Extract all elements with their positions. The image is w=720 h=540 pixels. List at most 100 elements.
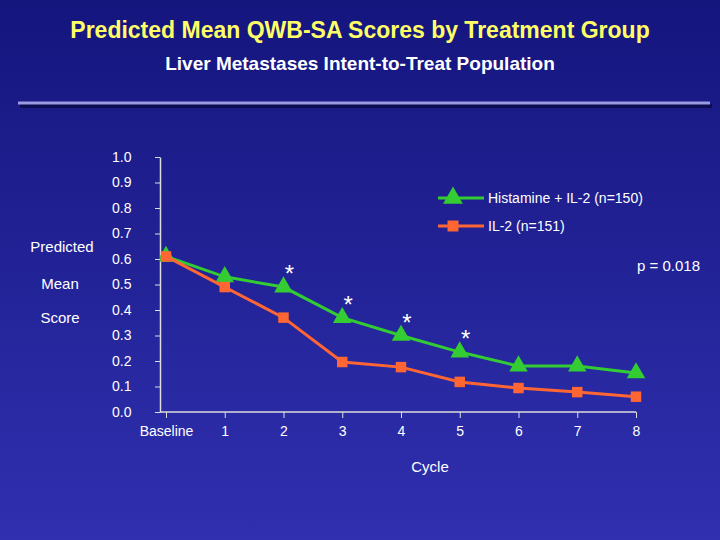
y-tick-label: 0.0 (112, 404, 132, 420)
series-marker (161, 251, 171, 261)
y-tick-label: 0.8 (112, 200, 132, 216)
y-axis-title: Score (40, 309, 79, 326)
background (0, 0, 720, 540)
series-marker (509, 355, 528, 371)
x-tick-label: 5 (456, 423, 464, 439)
x-tick: 2 (280, 412, 288, 439)
x-tick: 5 (456, 412, 464, 439)
x-tick-mark (460, 412, 461, 418)
y-tick: 1.0 (112, 149, 160, 165)
y-tick-mark (155, 336, 160, 337)
series-marker (513, 383, 523, 393)
y-tick: 0.6 (112, 251, 160, 267)
x-tick-mark (401, 412, 402, 418)
x-tick-label: 8 (633, 423, 641, 439)
x-tick-label: 1 (221, 423, 229, 439)
legend-marker (448, 221, 459, 232)
y-tick-label: 0.4 (112, 302, 132, 318)
y-tick-mark (155, 208, 160, 209)
p-value: p = 0.018 (637, 257, 700, 274)
y-tick-label: 0.7 (112, 225, 132, 241)
series-marker (455, 377, 465, 387)
legend-marker (443, 187, 463, 204)
series-marker (568, 355, 587, 371)
y-axis-title: Predicted (30, 238, 93, 255)
series-line (166, 256, 636, 373)
x-tick: 8 (633, 412, 641, 439)
x-tick-mark (577, 412, 578, 418)
chart: Predicted Mean QWB-SA Scores by Treatmen… (0, 0, 720, 540)
y-tick-label: 0.3 (112, 327, 132, 343)
x-tick-label: 2 (280, 423, 288, 439)
significance-marker: * (402, 309, 411, 336)
y-tick: 0.0 (112, 404, 160, 420)
y-tick-label: 0.2 (112, 353, 132, 369)
x-axis-title: Cycle (411, 458, 449, 475)
title: Predicted Mean QWB-SA Scores by Treatmen… (70, 17, 649, 43)
y-tick-mark (155, 157, 160, 158)
x-tick: 1 (221, 412, 229, 439)
x-axis: Baseline 1 2 3 4 5 6 7 8 (140, 412, 641, 439)
series-marker (627, 362, 646, 378)
x-axis-line (160, 411, 636, 413)
series-line (166, 256, 636, 396)
y-tick-mark (155, 259, 160, 260)
legend-item: Histamine + IL-2 (n=150) (438, 187, 643, 206)
y-tick: 0.2 (112, 353, 160, 369)
series-marker (572, 387, 582, 397)
y-tick-mark (155, 183, 160, 184)
y-tick-label: 0.1 (112, 378, 132, 394)
y-tick: 0.9 (112, 174, 160, 190)
x-tick: 3 (339, 412, 347, 439)
x-tick: 4 (398, 412, 406, 439)
y-tick: 0.8 (112, 200, 160, 216)
series-marker (215, 266, 234, 282)
x-tick-label: 3 (339, 423, 347, 439)
y-tick-mark (155, 387, 160, 388)
legend-label: IL-2 (n=151) (488, 218, 565, 234)
series (160, 246, 645, 379)
series-marker (220, 282, 230, 292)
x-tick-mark (636, 412, 637, 418)
x-tick: Baseline (140, 412, 194, 439)
y-tick-mark (155, 310, 160, 311)
series-marker (631, 391, 641, 401)
title-rule (18, 102, 710, 105)
y-tick: 0.1 (112, 378, 160, 394)
y-tick-label: 1.0 (112, 149, 132, 165)
y-tick-mark (155, 361, 160, 362)
x-tick-label: 4 (398, 423, 406, 439)
x-tick-mark (225, 412, 226, 418)
x-tick-mark (284, 412, 285, 418)
significance-marker: * (344, 291, 353, 318)
y-tick-label: 0.5 (112, 276, 132, 292)
significance-marker: * (285, 260, 294, 287)
y-tick-mark (155, 412, 160, 413)
y-tick: 0.5 (112, 276, 160, 292)
y-tick: 0.3 (112, 327, 160, 343)
x-tick: 7 (574, 412, 582, 439)
y-tick-mark (155, 234, 160, 235)
legend-line (438, 197, 484, 200)
legend: Histamine + IL-2 (n=150) IL-2 (n=151) (438, 187, 643, 234)
title-rule-shadow (20, 104, 712, 108)
x-tick-mark (166, 412, 167, 418)
x-tick-mark (519, 412, 520, 418)
y-tick-mark (155, 285, 160, 286)
y-tick: 0.4 (112, 302, 160, 318)
legend-label: Histamine + IL-2 (n=150) (488, 190, 643, 206)
y-tick-label: 0.9 (112, 174, 132, 190)
x-tick-label: 7 (574, 423, 582, 439)
y-axis-title: Mean (41, 275, 79, 292)
x-tick: 6 (515, 412, 523, 439)
y-tick-label: 0.6 (112, 251, 132, 267)
subtitle: Liver Metastases Intent-to-Treat Populat… (165, 53, 555, 74)
plot-area (160, 246, 645, 402)
series-marker (396, 362, 406, 372)
y-tick: 0.7 (112, 225, 160, 241)
legend-line (438, 225, 484, 228)
x-tick-label: 6 (515, 423, 523, 439)
legend-item: IL-2 (n=151) (438, 218, 565, 234)
y-axis: 0.0 0.1 0.2 0.3 0.4 0.5 0.6 0.7 0.8 0.9 1.0 (112, 149, 161, 420)
x-tick-label: Baseline (140, 423, 194, 439)
